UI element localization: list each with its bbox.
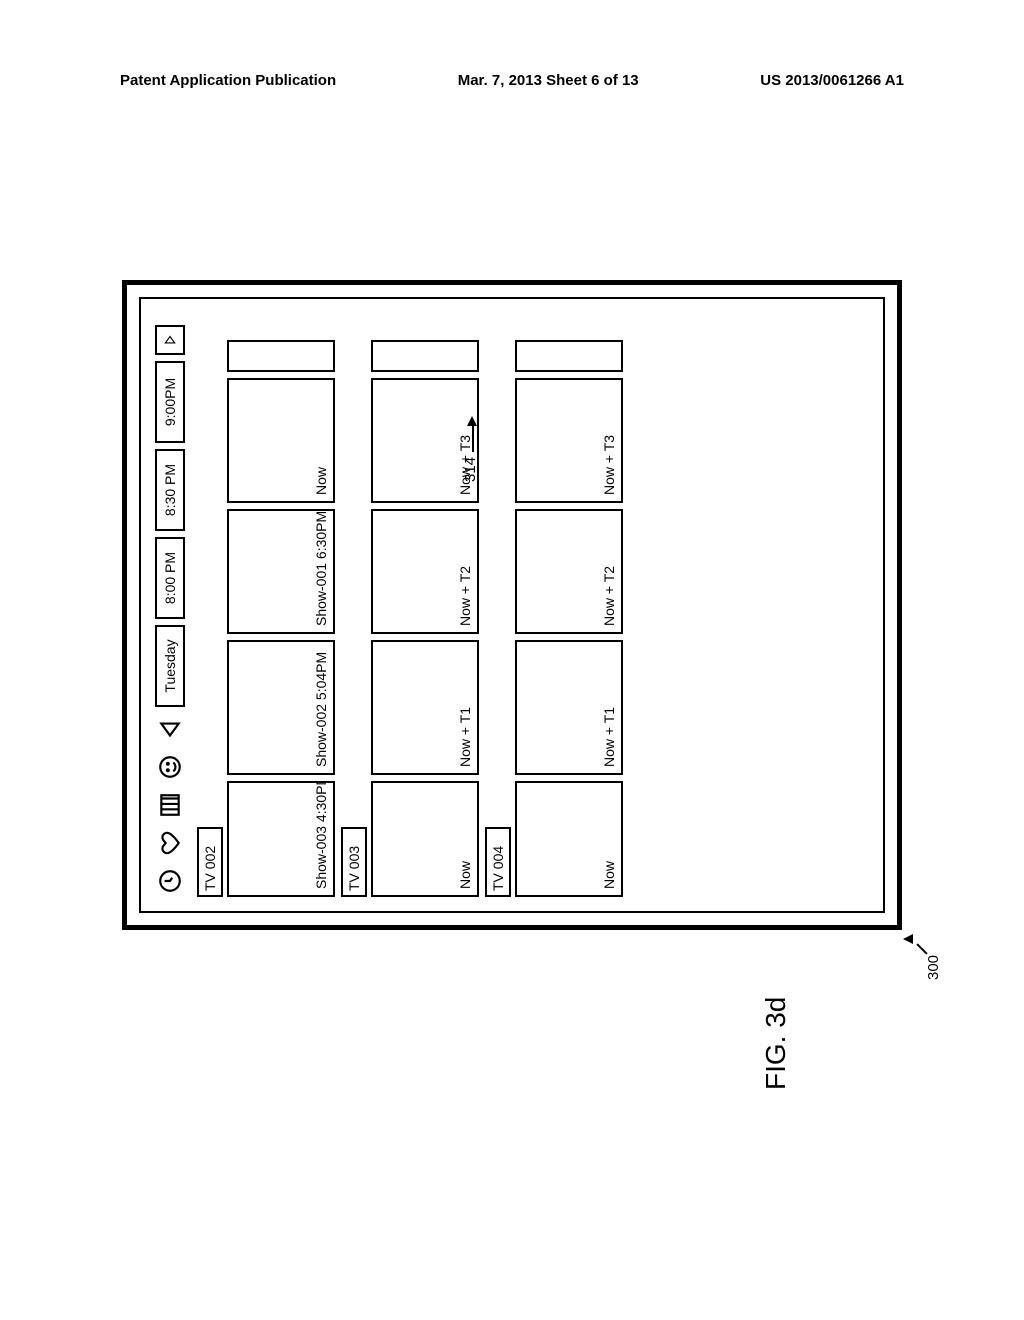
program-cell[interactable]: Now + T2 [515, 509, 623, 634]
channel-row-tv003: TV 003 Now Now + T1 Now + T2 Now + T3 [341, 313, 479, 897]
ref-300-arrow [903, 934, 913, 944]
program-cell[interactable]: Now + T1 [515, 640, 623, 775]
program-cell[interactable]: Now + T3 [371, 378, 479, 503]
time-slot-2: 8:30 PM [155, 449, 185, 531]
figure-label: FIG. 3d [760, 997, 792, 1090]
inner-frame: Tuesday 8:00 PM 8:30 PM 9:00PM TV 002 Sh… [139, 297, 885, 913]
clock-icon [155, 865, 185, 897]
program-cell[interactable]: Now + T1 [371, 640, 479, 775]
program-cell[interactable]: Now [515, 781, 623, 897]
heart-icon [155, 827, 185, 859]
diagram-area: Tuesday 8:00 PM 8:30 PM 9:00PM TV 002 Sh… [122, 280, 902, 930]
time-slot-3: 9:00PM [155, 361, 185, 443]
ref-314-arrow [467, 416, 477, 426]
program-row: Show-003 4:30PM Show-002 5:04PM Show-001… [227, 313, 335, 897]
program-row: Now Now + T1 Now + T2 Now + T3 [371, 313, 479, 897]
program-cell[interactable]: Now [371, 781, 479, 897]
program-cell[interactable]: Show-001 6:30PM [227, 509, 335, 634]
program-cell[interactable] [515, 340, 623, 372]
smiley-icon [155, 751, 185, 783]
program-cell[interactable]: Now + T2 [371, 509, 479, 634]
triangle-right-icon[interactable] [155, 325, 185, 355]
program-row: Now Now + T1 Now + T2 Now + T3 [515, 313, 623, 897]
channel-label: TV 003 [341, 827, 367, 897]
triangle-left-icon[interactable] [155, 713, 185, 745]
program-cell[interactable]: Now + T3 [515, 378, 623, 503]
ref-314-label: 314 [462, 457, 479, 482]
header-left: Patent Application Publication [120, 72, 336, 89]
grid-icon [155, 789, 185, 821]
ref-314-line [472, 424, 474, 452]
channel-row-tv004: TV 004 Now Now + T1 Now + T2 Now + T3 [485, 313, 623, 897]
program-cell[interactable]: Now [227, 378, 335, 503]
program-cell[interactable]: Show-002 5:04PM [227, 640, 335, 775]
header-center: Mar. 7, 2013 Sheet 6 of 13 [458, 72, 639, 89]
program-cell[interactable] [227, 340, 335, 372]
day-indicator[interactable]: Tuesday [155, 625, 185, 707]
outer-frame: Tuesday 8:00 PM 8:30 PM 9:00PM TV 002 Sh… [122, 280, 902, 930]
channel-label: TV 004 [485, 827, 511, 897]
patent-header: Patent Application Publication Mar. 7, 2… [120, 72, 904, 89]
time-slot-1: 8:00 PM [155, 537, 185, 619]
channel-label: TV 002 [197, 827, 223, 897]
channel-row-tv002: TV 002 Show-003 4:30PM Show-002 5:04PM S… [197, 313, 335, 897]
ref-300-label: 300 [925, 955, 942, 980]
toolbar: Tuesday 8:00 PM 8:30 PM 9:00PM [151, 313, 189, 897]
ref-300-line [916, 943, 927, 954]
header-right: US 2013/0061266 A1 [760, 72, 904, 89]
program-cell[interactable]: Show-003 4:30PM [227, 781, 335, 897]
program-cell[interactable] [371, 340, 479, 372]
